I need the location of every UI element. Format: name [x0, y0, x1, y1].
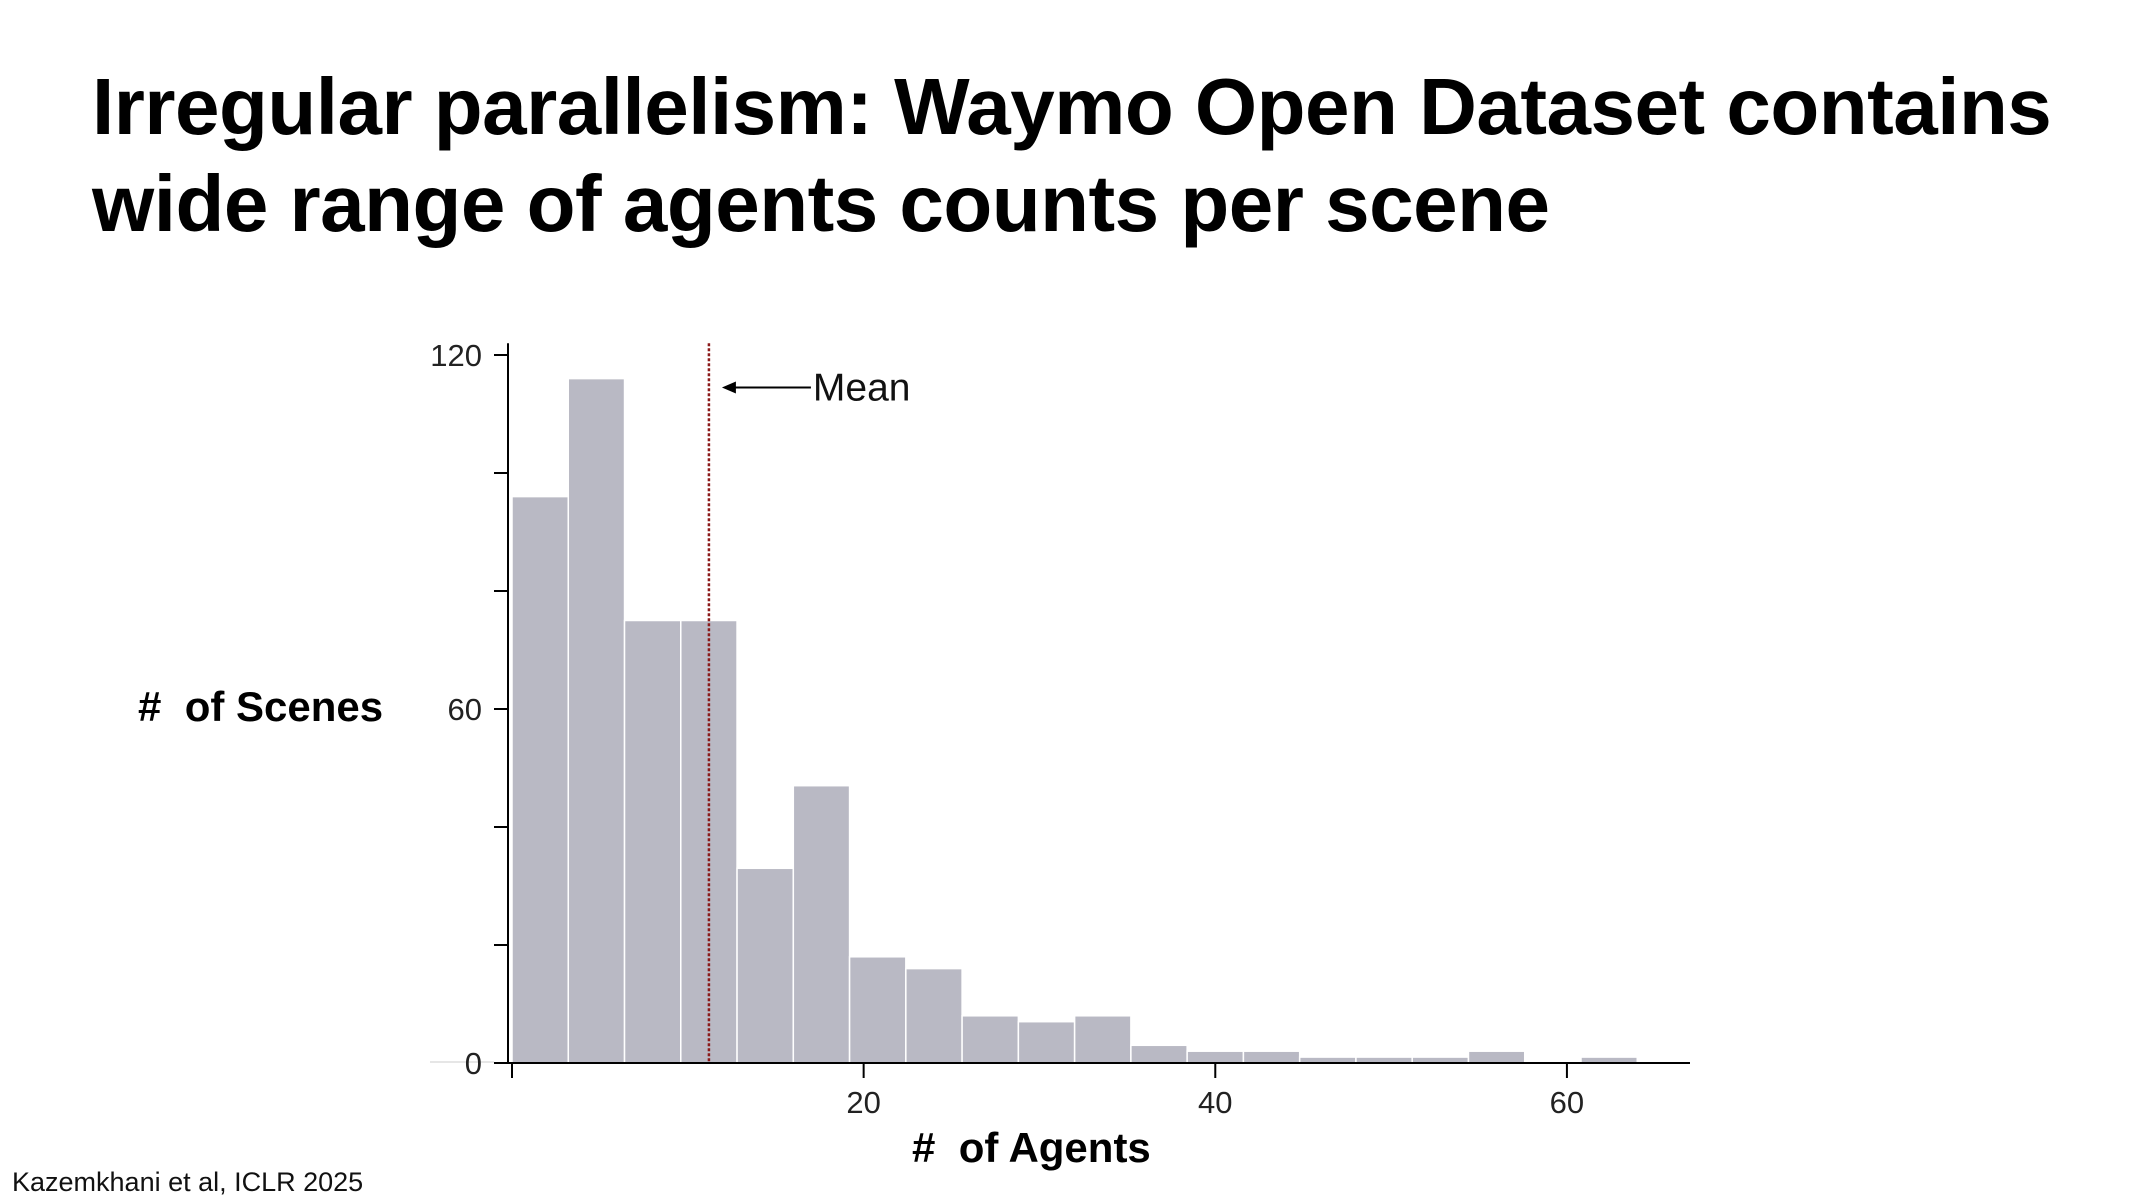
histogram-bar: [736, 867, 795, 1064]
histogram-bar: [1242, 1050, 1301, 1064]
x-tick-label: 60: [1550, 1085, 1584, 1120]
histogram-bar: [623, 619, 682, 1064]
histogram-bar: [961, 1015, 1020, 1064]
histogram-bar: [1130, 1044, 1188, 1064]
y-tick-label: 60: [448, 692, 482, 727]
mean-annotation: Mean: [813, 366, 911, 409]
slide-title-line-2: wide range of agents counts per scene: [92, 159, 1550, 248]
histogram-bar: [1467, 1050, 1526, 1064]
histogram-bar: [511, 495, 570, 1064]
histogram-bar: [792, 784, 851, 1064]
mean-marker: Mean: [707, 343, 911, 1063]
histogram-bar: [848, 956, 907, 1064]
x-tick-label: 20: [846, 1085, 880, 1120]
mean-arrow-head: [721, 381, 736, 394]
y-tick-label: 120: [430, 338, 482, 373]
y-axis-label: # of Scenes: [138, 683, 384, 730]
slide-title: Irregular parallelism: Waymo Open Datase…: [92, 58, 2092, 252]
citation: Kazemkhani et al, ICLR 2025: [12, 1167, 364, 1197]
histogram-bar: [567, 377, 626, 1064]
histogram-bar: [1073, 1015, 1132, 1064]
histogram-bar: [680, 619, 738, 1064]
slide-title-line-1: Irregular parallelism: Waymo Open Datase…: [92, 62, 2052, 151]
chart-axes: 0 60 120 20 40 60: [430, 338, 1690, 1120]
histogram-bar: [1186, 1050, 1245, 1064]
x-axis-label: # of Agents: [912, 1124, 1151, 1171]
histogram-bar: [1017, 1020, 1076, 1064]
histogram-bars: [511, 377, 1639, 1064]
y-tick-label: 0: [465, 1046, 482, 1081]
x-tick-label: 40: [1198, 1085, 1232, 1120]
histogram-bar: [905, 967, 963, 1064]
